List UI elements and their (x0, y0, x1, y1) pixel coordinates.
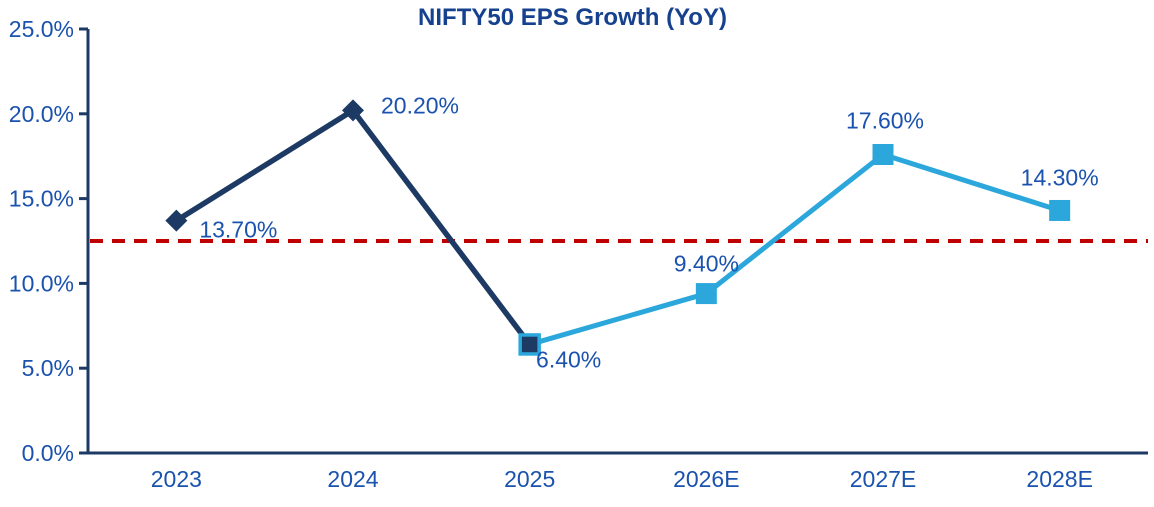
data-point-marker-2028E (1049, 199, 1071, 221)
data-point-label-2027E: 17.60% (846, 108, 924, 134)
data-point-marker-2025 (518, 333, 541, 356)
data-point-label-2024: 20.20% (381, 92, 459, 118)
data-point-label-2028E: 14.30% (1021, 164, 1099, 190)
x-axis-tick-label: 2026E (673, 466, 740, 492)
y-axis-tick-label: 25.0% (9, 16, 74, 42)
y-axis-tick-label: 10.0% (9, 270, 74, 296)
series-line-estimates (528, 151, 1061, 347)
x-axis-tick-label: 2027E (850, 466, 917, 492)
y-axis-tick-label: 15.0% (9, 186, 74, 212)
data-point-marker-2023 (165, 209, 188, 232)
y-axis-tick-label: 20.0% (9, 101, 74, 127)
data-point-label-2026E: 9.40% (674, 251, 739, 277)
x-axis-tick-label: 2024 (327, 466, 378, 492)
data-point-marker-2027E (872, 144, 894, 166)
data-point-marker-2026E (695, 283, 717, 305)
data-point-label-2025: 6.40% (536, 346, 601, 372)
chart-title: NIFTY50 EPS Growth (YoY) (418, 4, 727, 31)
data-point-label-2023: 13.70% (199, 217, 277, 243)
y-axis-tick-label: 5.0% (22, 355, 74, 381)
y-axis-tick-label: 0.0% (22, 440, 74, 466)
x-axis-tick-label: 2023 (151, 466, 202, 492)
data-point-marker-2024 (342, 99, 364, 122)
x-axis-tick-label: 2028E (1026, 466, 1093, 492)
x-axis-tick-label: 2025 (504, 466, 555, 492)
